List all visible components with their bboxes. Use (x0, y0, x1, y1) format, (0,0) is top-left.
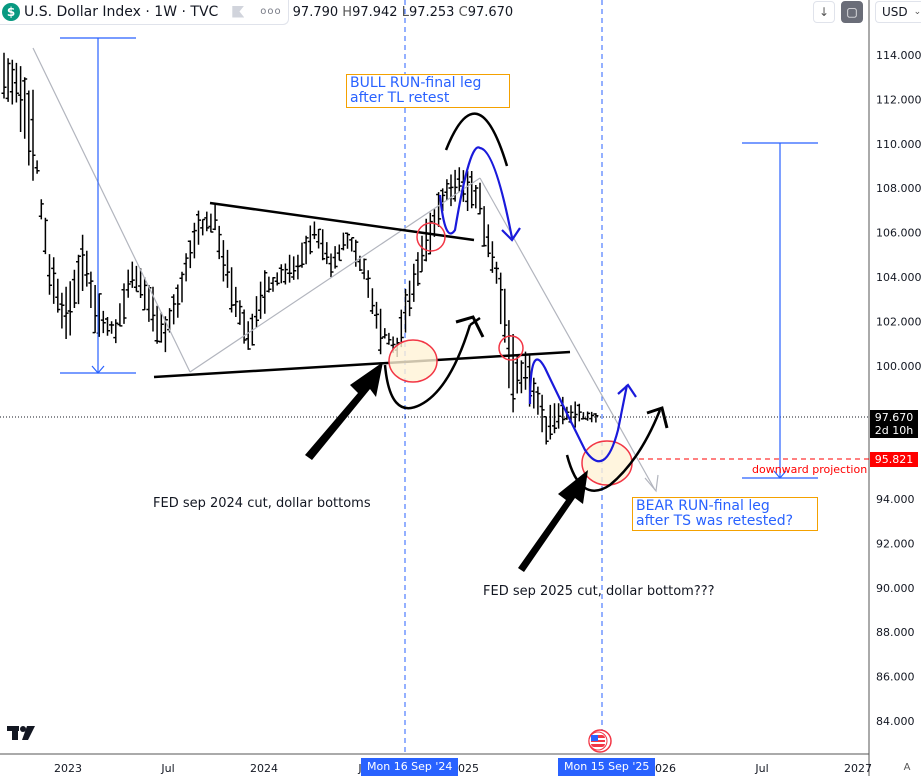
trend-lines-gray (32, 47, 659, 493)
triangle-lines (153, 201, 571, 379)
time-tick-label: 2023 (54, 762, 82, 775)
price-tick-label: 84.000 (876, 715, 915, 728)
ohlc-bars (1, 52, 599, 445)
measured-move-left (60, 37, 136, 374)
measured-move-right (742, 142, 818, 479)
currency-label: USD (882, 5, 908, 19)
price-tick-label: 112.000 (876, 93, 921, 106)
price-tick-label: 104.000 (876, 271, 921, 284)
time-tick-label: Jul (754, 762, 768, 775)
time-tick-label: Jul (160, 762, 174, 775)
low-value: 97.253 (408, 4, 455, 20)
bull-run-line-1: BULL RUN-final leg (350, 75, 482, 91)
tradingview-logo-icon[interactable] (7, 724, 37, 742)
ohlc-values: 97.790 H97.942 L97.253 C97.670 (293, 5, 514, 20)
low-label: L (401, 4, 409, 20)
black-arcs (383, 112, 669, 492)
price-tick-label: 102.000 (876, 315, 921, 328)
time-axis-ticks[interactable]: 2023 Jul 2024 J 2025 2026 Jul 2027 (54, 762, 872, 775)
blue-wave-curves (26, 11, 637, 463)
fullscreen-icon: ▢ (846, 5, 858, 19)
price-axis-ticks[interactable]: 114.000 112.000 110.000 108.000 106.000 104.0… (876, 49, 921, 728)
price-tick-label: 94.000 (876, 493, 915, 506)
symbol-title[interactable]: U.S. Dollar Index · 1W · TVC (24, 3, 219, 20)
price-tick-label: 108.000 (876, 182, 921, 195)
retest-circles (388, 222, 633, 486)
projection-price-tag: 95.821 (870, 452, 918, 467)
sep-2025-date-badge: Mon 15 Sep '25 (558, 758, 656, 776)
time-tick-label: J (357, 762, 361, 775)
top-right-toolbar: ↓ ▢ USD ⌄ (813, 0, 921, 24)
fed-2024-annotation: FED sep 2024 cut, dollar bottoms (153, 496, 371, 511)
bar-countdown: 2d 10h (874, 424, 914, 437)
flag-icon[interactable] (232, 5, 245, 18)
bear-run-line-2: after TS was retested? (636, 513, 794, 529)
dollar-logo-icon: $ (2, 2, 20, 21)
time-tick-label: 2024 (250, 762, 278, 775)
price-tick-label: 110.000 (876, 138, 921, 151)
price-tick-label: 92.000 (876, 537, 915, 550)
auto-scale-button[interactable]: A (903, 761, 911, 773)
more-options-icon[interactable]: ooo (260, 6, 282, 17)
open-value: 97.790 (292, 4, 339, 20)
fullscreen-button[interactable]: ▢ (841, 1, 863, 23)
price-tick-label: 86.000 (876, 671, 915, 684)
sep-2024-date-badge: Mon 16 Sep '24 (361, 758, 459, 776)
download-button[interactable]: ↓ (813, 1, 835, 23)
chevron-down-icon: ⌄ (913, 7, 921, 17)
time-tick-label: 2027 (844, 762, 872, 775)
close-label: C (458, 4, 468, 20)
bottom-arrows (305, 362, 588, 572)
chart-header: $ U.S. Dollar Index · 1W · TVC ooo 97.79… (0, 0, 514, 25)
bear-run-line-1: BEAR RUN-final leg (636, 498, 770, 514)
close-value: 97.670 (467, 4, 514, 20)
bull-run-line-2: after TL retest (350, 90, 450, 106)
price-tick-label: 100.000 (876, 360, 921, 373)
last-price-value: 97.670 (874, 411, 914, 424)
fed-2025-annotation: FED sep 2025 cut, dollar bottom??? (483, 584, 715, 599)
last-price-tag: 97.670 2d 10h (870, 410, 918, 438)
currency-selector[interactable]: USD ⌄ (875, 1, 921, 23)
high-value: 97.942 (352, 4, 398, 20)
us-flag-event-icon[interactable] (588, 729, 612, 753)
projection-label: downward projection (752, 463, 867, 476)
bear-run-annotation-box: BEAR RUN-final leg after TS was retested… (632, 497, 818, 531)
price-tick-label: 114.000 (876, 49, 921, 62)
bull-run-annotation-box: BULL RUN-final leg after TL retest (346, 74, 510, 108)
price-tick-label: 106.000 (876, 227, 921, 240)
high-label: H (342, 4, 353, 20)
arrow-down-icon: ↓ (818, 5, 830, 19)
symbol-title-pill[interactable]: $ U.S. Dollar Index · 1W · TVC ooo (0, 0, 289, 25)
price-tick-label: 90.000 (876, 582, 915, 595)
price-tick-label: 88.000 (876, 626, 915, 639)
projection-price-value: 95.821 (874, 453, 914, 466)
